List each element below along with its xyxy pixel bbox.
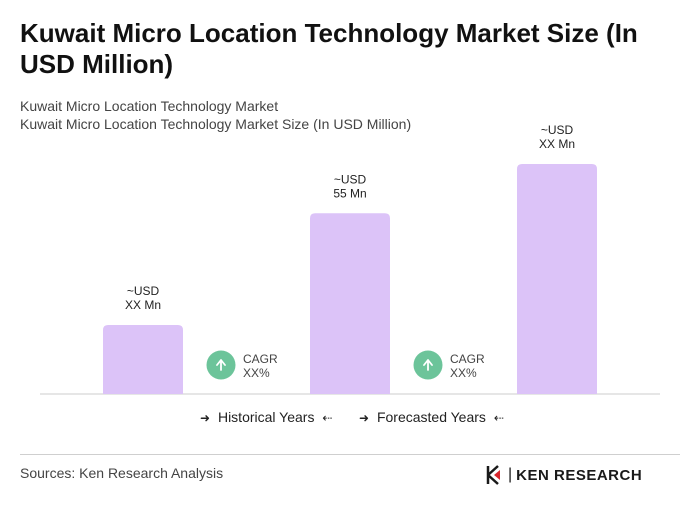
arrow-right-icon: ➜ <box>200 411 211 425</box>
chart-title: Kuwait Micro Location Technology Market … <box>20 18 638 79</box>
ken-research-logo-icon <box>486 465 500 485</box>
ken-research-logo: | KEN RESEARCH <box>486 463 642 487</box>
arrow-up-icon <box>423 359 433 371</box>
chart-subtitle-market: Kuwait Micro Location Technology Market <box>20 98 279 114</box>
chart-subtitle-size: Kuwait Micro Location Technology Market … <box>20 116 412 132</box>
source-note: Sources: Ken Research Analysis <box>20 465 224 481</box>
logo-text: KEN RESEARCH <box>516 466 643 484</box>
bar-value-label: 55 Mn <box>333 186 366 200</box>
bar-value-label: XX Mn <box>125 298 161 312</box>
arrow-left-icon: ⇠ <box>322 411 333 425</box>
bar <box>310 213 390 394</box>
bar-value-label: ~USD <box>334 172 367 186</box>
cagr-label: CAGR <box>243 352 278 366</box>
bar <box>103 325 183 394</box>
bar <box>517 164 597 394</box>
footer-divider <box>20 454 680 455</box>
legend-forecasted-label: Forecasted Years <box>376 409 486 425</box>
arrow-up-icon <box>216 359 226 371</box>
cagr-label: XX% <box>243 366 270 380</box>
legend-historical-label: Historical Years <box>217 409 315 425</box>
arrow-left-icon: ⇠ <box>493 411 504 425</box>
bar-value-label: XX Mn <box>539 137 575 151</box>
arrow-right-icon: ➜ <box>359 411 370 425</box>
cagr-label: XX% <box>450 366 477 380</box>
cagr-label: CAGR <box>450 352 485 366</box>
bar-value-label: ~USD <box>127 284 160 298</box>
legend-historical: ➜ Historical Years ⇠ <box>200 409 332 425</box>
bar-value-label: ~USD <box>541 123 574 137</box>
legend-forecasted: ➜ Forecasted Years ⇠ <box>359 409 504 425</box>
